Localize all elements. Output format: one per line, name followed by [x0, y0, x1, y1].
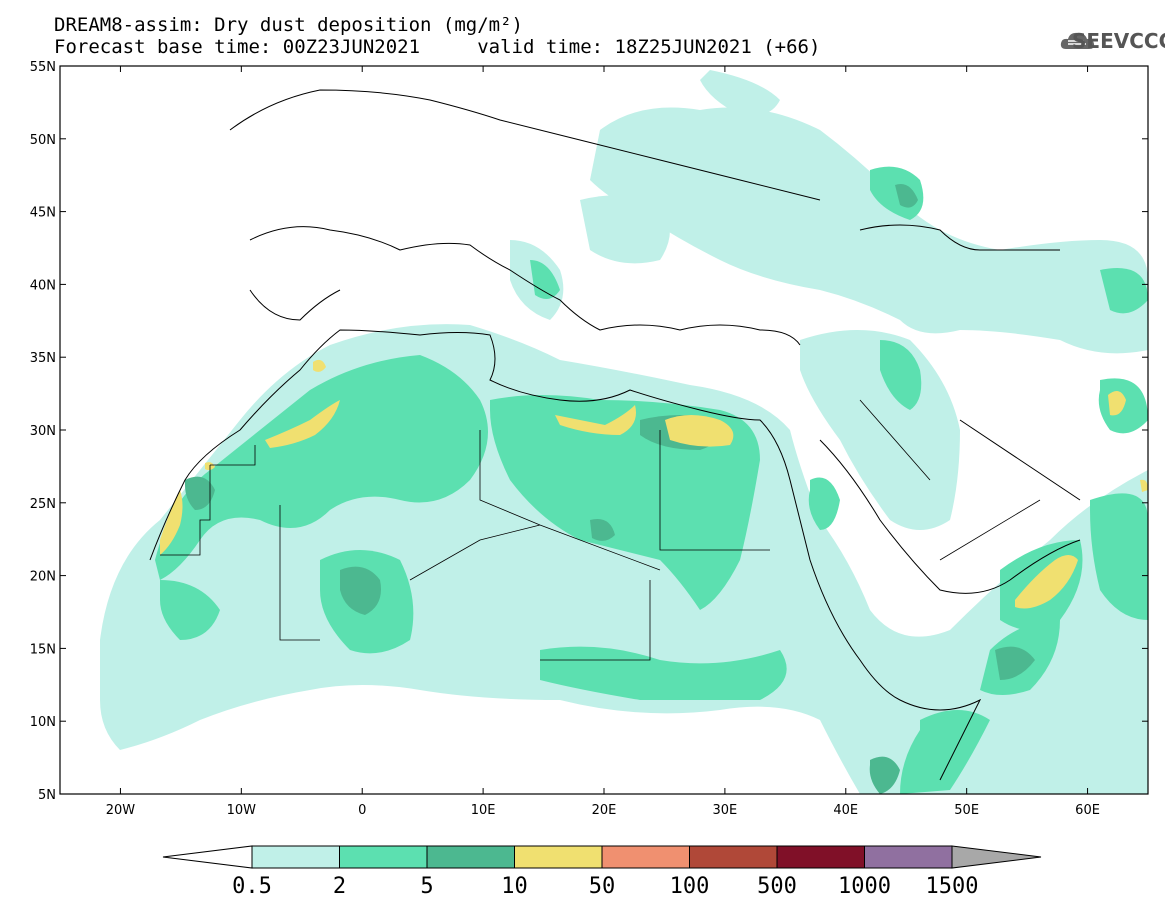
lon-tick-label: 0 [358, 803, 366, 818]
colorbar-level-label: 50 [589, 874, 616, 899]
lat-tick-label: 15N [30, 642, 56, 657]
colorbar-box [864, 845, 953, 869]
lat-tick-label: 55N [30, 60, 56, 75]
lon-tick-label: 20E [592, 803, 617, 818]
colorbar-level-label: 5 [420, 874, 433, 899]
colorbar-box [426, 845, 515, 869]
colorbar-level-label: 1500 [926, 874, 979, 899]
longitude-ticks: 20W 10W 0 10E 20E 30E 40E 50E 60E [106, 66, 1100, 818]
colorbar-level-label: 2 [333, 874, 346, 899]
lon-tick-label: 40E [833, 803, 858, 818]
dust-level-yellow [160, 359, 1148, 609]
colorbar-over-triangle [951, 845, 1042, 869]
logo-text: SEEVCCC [1072, 29, 1165, 53]
colorbar-level-label: 100 [670, 874, 710, 899]
lon-tick-label: 60E [1075, 803, 1100, 818]
coastlines [149, 89, 1081, 781]
colorbar-level-label: 1000 [838, 874, 891, 899]
lon-tick-label: 10W [227, 803, 257, 818]
colorbar-box [251, 845, 340, 869]
chart-subtitle: Forecast base time: 00Z23JUN2021 valid t… [54, 36, 821, 58]
lat-tick-label: 45N [30, 206, 56, 221]
colorbar-box [601, 845, 690, 869]
colorbar-box [339, 845, 428, 869]
colorbar-box [776, 845, 865, 869]
country-borders [160, 399, 1041, 661]
colorbar-level-label: 500 [757, 874, 797, 899]
lat-tick-label: 20N [30, 570, 56, 585]
colorbar-labels: 0.5 2 5 10 50 100 500 1000 1500 [232, 874, 978, 899]
lat-tick-label: 10N [30, 715, 56, 730]
lon-tick-label: 30E [713, 803, 738, 818]
colorbar-level-label: 10 [501, 874, 528, 899]
colorbar-boxes [251, 845, 953, 869]
lat-tick-label: 40N [30, 278, 56, 293]
colorbar-level-label: 0.5 [232, 874, 272, 899]
lat-tick-label: 25N [30, 497, 56, 512]
colorbar-box [689, 845, 778, 869]
cloud-logo-icon [1060, 32, 1095, 49]
lat-tick-label: 30N [30, 424, 56, 439]
lat-tick-label: 50N [30, 133, 56, 148]
colorbar-under-triangle [162, 845, 253, 869]
latitude-ticks: 55N 50N 45N 40N 35N 30N 25N 20N 15N 10N 5N [30, 60, 1148, 803]
chart-title: DREAM8-assim: Dry dust deposition (mg/m²… [54, 14, 523, 36]
lon-tick-label: 50E [954, 803, 979, 818]
lat-tick-label: 5N [38, 788, 56, 803]
lon-tick-label: 20W [106, 803, 136, 818]
lat-tick-label: 35N [30, 351, 56, 366]
colorbar-box [514, 845, 603, 869]
colorbar: 0.5 2 5 10 50 100 500 1000 1500 [162, 845, 1042, 899]
lon-tick-label: 10E [471, 803, 496, 818]
